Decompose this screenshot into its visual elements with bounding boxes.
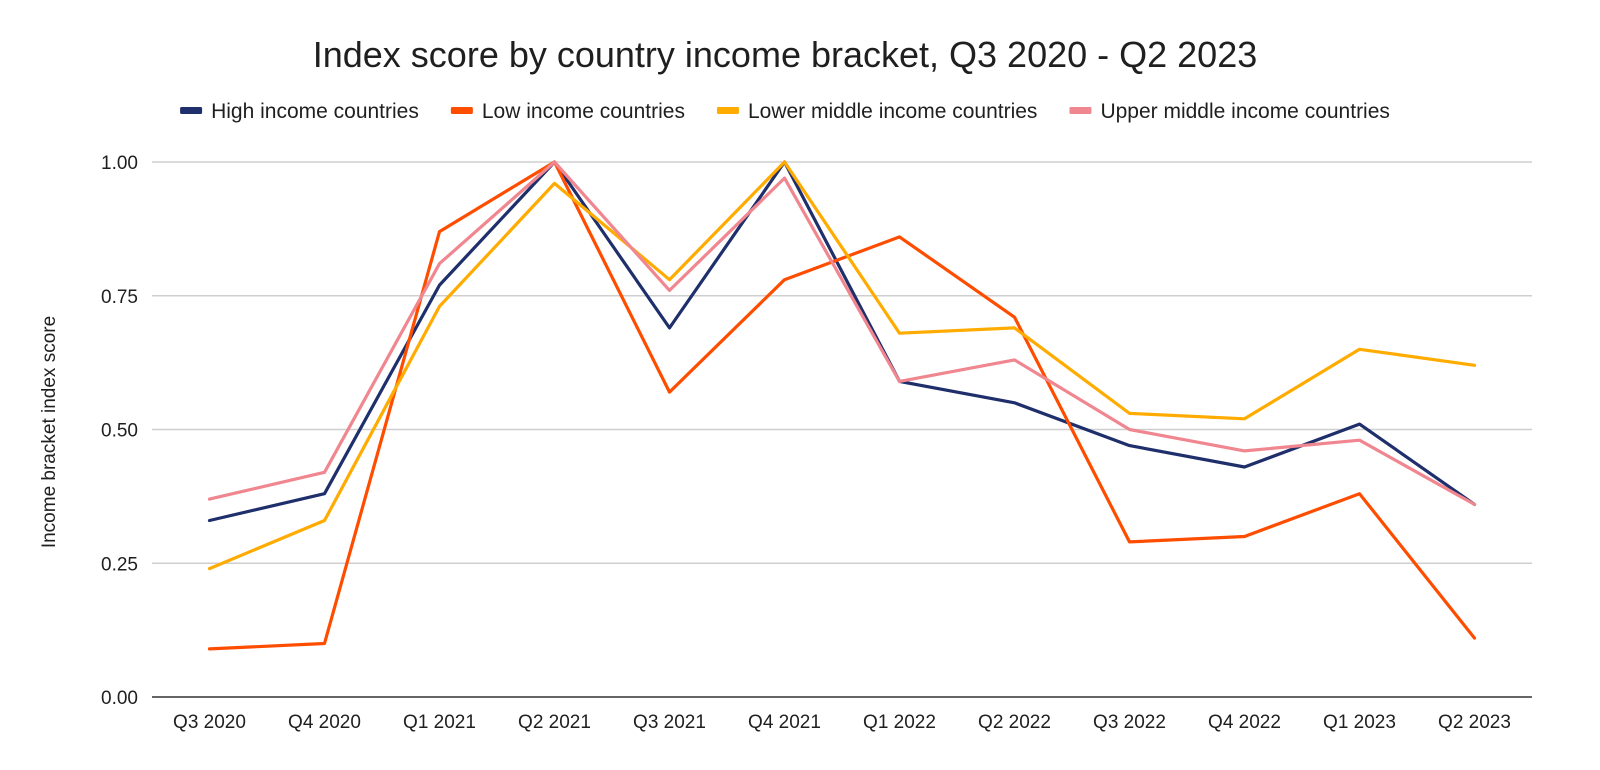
x-tick-label: Q4 2020 [288, 712, 361, 733]
x-tick-label: Q1 2023 [1323, 712, 1396, 733]
series-line [207, 160, 1477, 506]
legend-item: High income countries [180, 100, 419, 123]
legend-item: Lower middle income countries [716, 100, 1037, 123]
legend-label: Upper middle income countries [1100, 100, 1389, 123]
x-tick-label: Q3 2021 [633, 712, 706, 733]
legend-swatch [180, 107, 203, 114]
x-tick-label: Q2 2021 [518, 712, 591, 733]
x-tick-label: Q4 2022 [1208, 712, 1281, 733]
y-tick-label: 0.50 [101, 421, 138, 442]
legend-label: Low income countries [482, 100, 685, 123]
y-axis-ticks: 0.00 0.25 0.50 0.75 1.00 [101, 153, 138, 709]
grid-lines [152, 161, 1532, 698]
series-line [207, 160, 1477, 651]
legend-label: High income countries [211, 100, 419, 123]
legend-item: Low income countries [450, 100, 685, 123]
legend-swatch [716, 107, 739, 114]
series-line [207, 160, 1477, 571]
y-tick-label: 0.75 [101, 287, 138, 308]
legend-swatch [450, 107, 473, 114]
x-tick-label: Q1 2022 [863, 712, 936, 733]
legend-label: Lower middle income countries [748, 100, 1037, 123]
x-axis-ticks: Q3 2020 Q4 2020 Q1 2021 Q2 2021 Q3 2021 Q4 20… [173, 712, 1511, 733]
x-tick-label: Q2 2023 [1438, 712, 1511, 733]
x-tick-label: Q2 2022 [978, 712, 1051, 733]
y-tick-label: 1.00 [101, 153, 138, 174]
y-tick-label: 0.25 [101, 554, 138, 575]
legend-item: Upper middle income countries [1069, 100, 1390, 123]
legend-swatch [1069, 107, 1092, 114]
series-lines [207, 160, 1477, 651]
y-axis-title: Income bracket index score [39, 316, 60, 548]
x-tick-label: Q3 2020 [173, 712, 246, 733]
series-line [207, 160, 1477, 523]
x-tick-label: Q3 2022 [1093, 712, 1166, 733]
y-tick-label: 0.00 [101, 688, 138, 709]
x-tick-label: Q4 2021 [748, 712, 821, 733]
x-tick-label: Q1 2021 [403, 712, 476, 733]
legend: High income countries Low income countrie… [180, 100, 1390, 123]
chart-title: Index score by country income bracket, Q… [313, 34, 1258, 75]
